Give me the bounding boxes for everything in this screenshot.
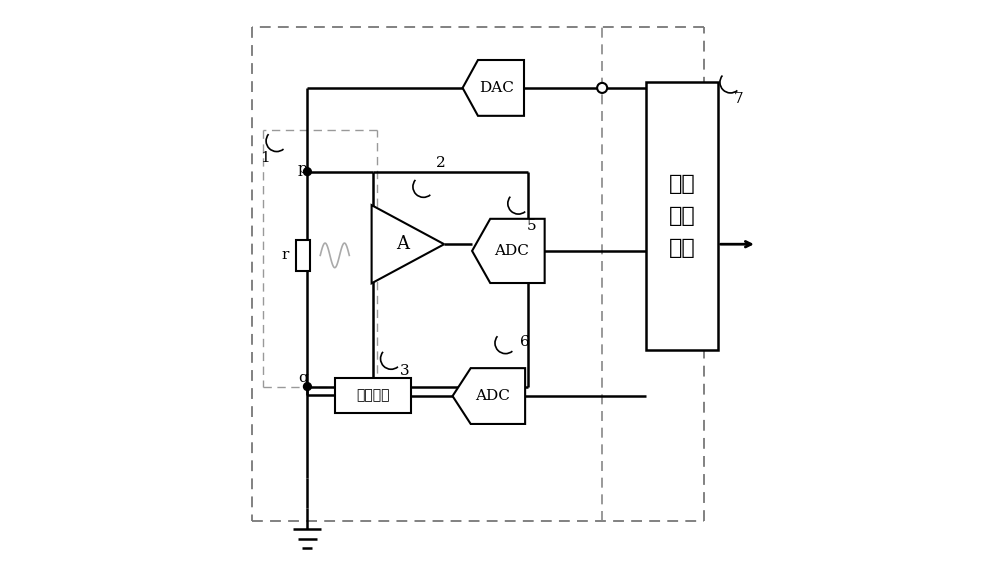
Text: 数字: 数字 <box>669 174 695 194</box>
Text: 7: 7 <box>733 92 743 106</box>
Text: p: p <box>298 162 308 176</box>
Text: DAC: DAC <box>479 81 514 95</box>
Circle shape <box>304 383 311 390</box>
Bar <box>646 82 718 350</box>
Text: 3: 3 <box>400 364 409 378</box>
Text: ADC: ADC <box>495 244 529 258</box>
Bar <box>296 240 310 271</box>
Text: r: r <box>281 249 289 263</box>
Text: 5: 5 <box>527 219 536 233</box>
Text: 6: 6 <box>520 335 529 349</box>
Circle shape <box>304 168 311 176</box>
Polygon shape <box>453 368 525 424</box>
Text: q: q <box>298 371 308 385</box>
Text: 本地温度: 本地温度 <box>356 389 390 402</box>
Bar <box>335 378 411 413</box>
Text: 处理: 处理 <box>669 206 695 226</box>
Text: 模块: 模块 <box>669 238 695 259</box>
Polygon shape <box>472 219 545 283</box>
Text: ADC: ADC <box>475 389 510 403</box>
Text: 1: 1 <box>260 151 270 165</box>
Polygon shape <box>372 205 444 283</box>
Text: 2: 2 <box>436 157 446 171</box>
Text: A: A <box>396 235 409 253</box>
Polygon shape <box>463 60 524 116</box>
Circle shape <box>597 83 607 93</box>
